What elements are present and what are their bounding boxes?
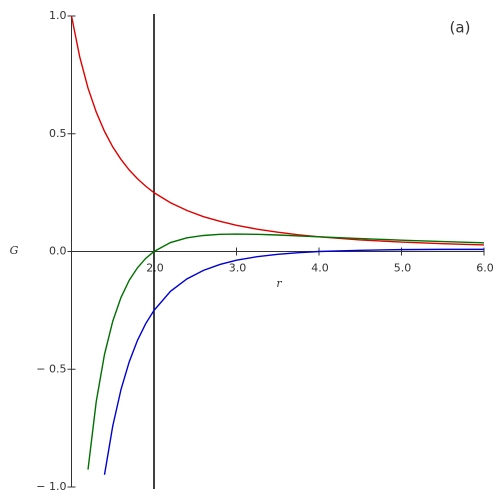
- y-axis-label: G: [10, 244, 19, 257]
- series-line: [87, 233, 485, 470]
- series-line: [103, 248, 484, 475]
- series-line: [71, 15, 485, 246]
- y-tick-label: 0.5: [49, 127, 67, 140]
- y-tick-label: 0.0: [49, 245, 67, 258]
- x-tick-label: 6.0: [476, 262, 494, 275]
- annotation: (a): [450, 19, 471, 37]
- x-tick-label: 4.0: [311, 262, 329, 275]
- y-tick-label: − 1.0: [36, 480, 66, 493]
- x-tick-label: 5.0: [394, 262, 412, 275]
- y-tick-label: 1.0: [49, 9, 67, 22]
- x-tick-label: 3.0: [229, 262, 247, 275]
- x-axis-label: r: [276, 277, 282, 290]
- y-tick-label: − 0.5: [36, 362, 66, 375]
- x-tick-label: 2.0: [146, 262, 164, 275]
